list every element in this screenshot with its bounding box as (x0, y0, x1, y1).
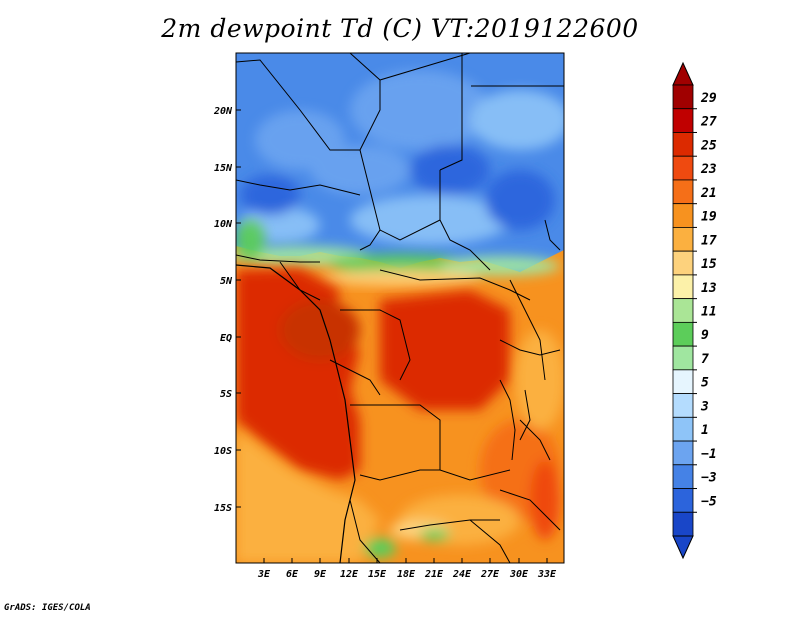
colorbar-label: 7 (701, 352, 709, 367)
lon-tick-label: 3E (257, 569, 271, 580)
colorbar-segment (672, 132, 694, 157)
colorbar-label: 9 (701, 328, 709, 343)
colorbar-label: −3 (701, 471, 717, 486)
colorbar-segment (672, 369, 694, 394)
colorbar-segment (672, 488, 694, 513)
colorbar-label: 17 (701, 233, 717, 248)
colorbar-segment (672, 227, 694, 252)
colorbar-label: 29 (700, 91, 717, 106)
lon-tick-label: 33E (537, 569, 557, 580)
lon-tick-label: 9E (314, 569, 327, 580)
colorbar-segment (672, 464, 694, 489)
grads-credit: GrADS: IGES/COLA (4, 603, 91, 613)
colorbar-segment (672, 393, 694, 418)
lat-tick-label: 5S (220, 389, 232, 400)
country-borders (236, 53, 564, 563)
latitude-axis: 20N 15N 10N 5N EQ 5S 10S 15S (213, 106, 241, 514)
lon-tick-label: 15E (368, 569, 387, 580)
colorbar-segment (672, 416, 694, 442)
colorbar-label: 13 (701, 281, 717, 296)
lon-tick-label: 6E (286, 569, 299, 580)
colorbar-segment (672, 108, 694, 133)
lat-tick-label: 10N (214, 219, 233, 230)
colorbar-label: 23 (700, 162, 717, 177)
colorbar-segment (672, 179, 694, 205)
lon-tick-label: 21E (424, 569, 444, 580)
longitude-axis: 3E 6E 9E 12E 15E 18E 21E 24E 27E 30E 33E (257, 558, 557, 580)
lat-tick-label: 10S (214, 446, 232, 457)
colorbar-label: 21 (700, 186, 717, 201)
colorbar-label: 3 (700, 399, 709, 414)
colorbar-label: 11 (701, 305, 717, 320)
colorbar-segment (672, 155, 694, 181)
colorbar-segment (672, 203, 694, 228)
lon-tick-label: 18E (397, 569, 416, 580)
colorbar-label: 27 (700, 115, 717, 130)
colorbar-segment (672, 84, 694, 110)
colorbar-label: 19 (701, 210, 717, 225)
lat-tick-label: 15S (214, 503, 232, 514)
colorbar-segment (672, 321, 694, 347)
map-frame (235, 52, 565, 564)
lat-tick-label: 5N (220, 276, 233, 287)
colorbar-segment (672, 274, 694, 300)
chart-title: 2m dewpoint Td (C) VT:2019122600 (161, 14, 639, 43)
colorbar-label: −5 (701, 494, 717, 509)
lon-tick-label: 27E (480, 569, 500, 580)
colorbar-segment (672, 440, 694, 466)
colorbar-min-arrow (672, 535, 694, 560)
lat-tick-label: 15N (214, 163, 233, 174)
dewpoint-field (236, 53, 564, 563)
lon-tick-label: 30E (509, 569, 529, 580)
colorbar-label: 15 (701, 257, 717, 272)
colorbar-segment (672, 511, 694, 537)
lat-tick-label: EQ (220, 333, 232, 344)
colorbar-max-arrow (672, 61, 694, 86)
colorbar-label: 25 (700, 138, 717, 153)
lat-tick-label: 20N (213, 106, 233, 117)
colorbar: 29 27 25 23 21 19 17 15 13 11 9 7 5 3 1 −1 −3 −5 (672, 61, 717, 560)
colorbar-segment (672, 345, 694, 371)
colorbar-segment (672, 298, 694, 323)
lon-tick-label: 12E (340, 569, 359, 580)
colorbar-label: 5 (701, 376, 709, 391)
lon-tick-label: 24E (452, 569, 472, 580)
colorbar-segment (672, 250, 694, 276)
colorbar-label: −1 (701, 447, 717, 462)
colorbar-label: 1 (701, 423, 709, 438)
